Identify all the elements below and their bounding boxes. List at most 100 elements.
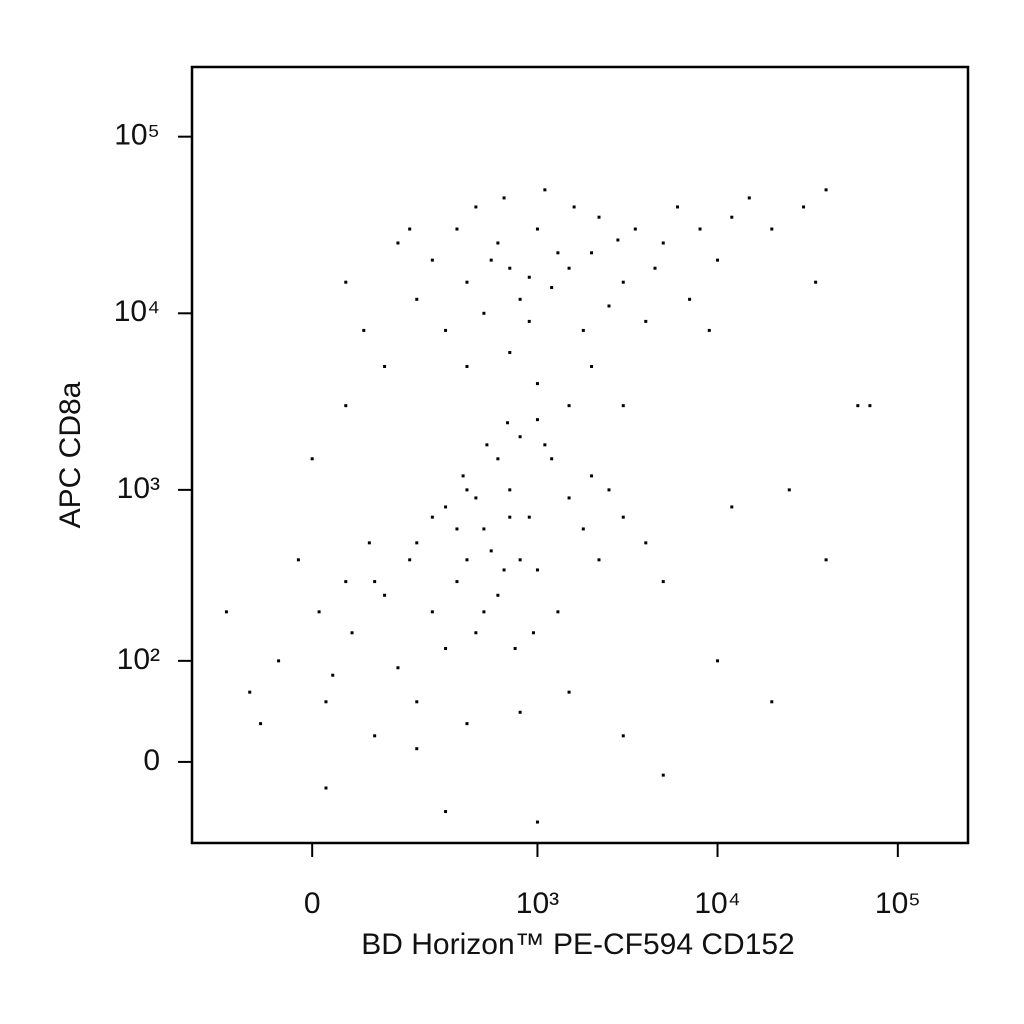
point [367, 541, 371, 545]
point [644, 319, 648, 323]
point [259, 722, 263, 726]
point [621, 404, 625, 408]
point [396, 666, 400, 670]
point [465, 280, 469, 284]
point [676, 205, 680, 209]
point [465, 364, 469, 368]
y-axis-title: APC CD8a [54, 381, 87, 528]
point [535, 382, 539, 386]
point [344, 280, 348, 284]
point [621, 280, 625, 284]
point [644, 541, 648, 545]
point [465, 558, 469, 562]
point [581, 527, 585, 531]
point [661, 773, 665, 777]
point [324, 700, 328, 704]
point [350, 631, 354, 635]
point [518, 297, 522, 301]
point [373, 734, 377, 738]
point [455, 227, 459, 231]
point [856, 404, 860, 408]
point [331, 673, 335, 677]
point [572, 205, 576, 209]
point [581, 328, 585, 332]
point [502, 568, 506, 572]
point [474, 205, 478, 209]
point [296, 558, 300, 562]
point [590, 251, 594, 255]
point [496, 457, 500, 461]
x-axis-title: BD Horizon™ PE-CF594 CD152 [361, 928, 795, 961]
point [496, 593, 500, 597]
point [455, 580, 459, 584]
point [310, 457, 314, 461]
point [430, 258, 434, 262]
point [482, 527, 486, 531]
point [567, 266, 571, 270]
point [415, 747, 419, 751]
point [430, 610, 434, 614]
point [730, 215, 734, 219]
points [224, 188, 872, 824]
point [317, 610, 321, 614]
point [489, 258, 493, 262]
point [868, 404, 872, 408]
point [324, 786, 328, 790]
point [482, 311, 486, 315]
point [616, 238, 620, 242]
point [344, 580, 348, 584]
point [444, 328, 448, 332]
point [688, 297, 692, 301]
point [590, 364, 594, 368]
point [556, 610, 560, 614]
point [527, 515, 531, 519]
y-tick-label: 10⁴ [114, 295, 160, 328]
point [543, 188, 547, 192]
point [455, 527, 459, 531]
point [824, 188, 828, 192]
point [489, 549, 493, 553]
point [527, 319, 531, 323]
point [415, 541, 419, 545]
y-tick-label: 10³ [117, 472, 160, 505]
point [543, 443, 547, 447]
point [535, 227, 539, 231]
point [531, 631, 535, 635]
y-tick-label: 10² [117, 643, 160, 676]
point [814, 280, 818, 284]
point [373, 580, 377, 584]
point [430, 515, 434, 519]
point [535, 568, 539, 572]
point [661, 580, 665, 584]
point [716, 258, 720, 262]
point [482, 610, 486, 614]
point [535, 820, 539, 824]
point [502, 196, 506, 200]
point [444, 646, 448, 650]
point [770, 700, 774, 704]
point [248, 690, 252, 694]
point [607, 488, 611, 492]
point [465, 722, 469, 726]
plot-frame [190, 65, 970, 845]
point [415, 700, 419, 704]
point [496, 241, 500, 245]
point [508, 266, 512, 270]
point [802, 205, 806, 209]
point [550, 457, 554, 461]
point [508, 488, 512, 492]
point [344, 404, 348, 408]
point [567, 496, 571, 500]
point [383, 593, 387, 597]
point [518, 558, 522, 562]
point [621, 515, 625, 519]
point [518, 710, 522, 714]
y-tick-label: 0 [143, 744, 160, 777]
point [508, 515, 512, 519]
point [747, 196, 751, 200]
point [567, 690, 571, 694]
point [408, 558, 412, 562]
point [597, 215, 601, 219]
